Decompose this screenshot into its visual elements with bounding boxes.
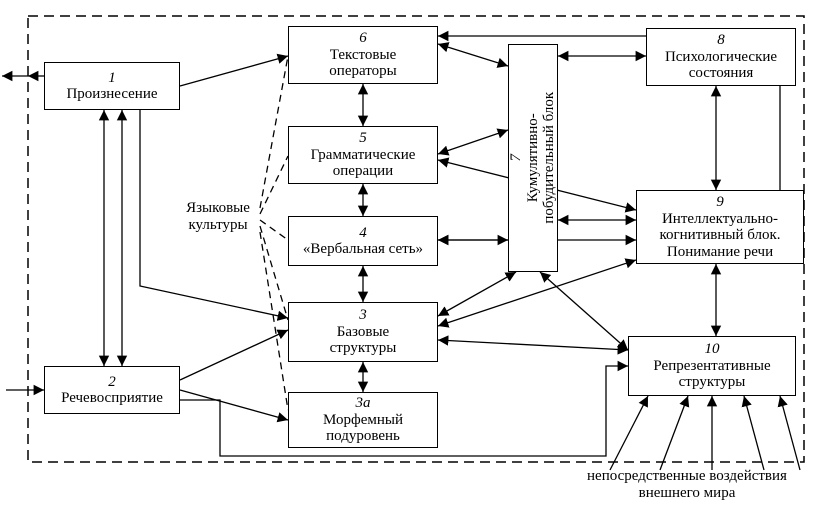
node-text-n3: Базовыеструктуры: [330, 324, 397, 357]
node-num-n2: 2: [108, 374, 116, 391]
node-n4: 4«Вербальная сеть»: [288, 216, 438, 266]
node-n3a: 3аМорфемныйподуровень: [288, 392, 438, 448]
label-ext_world: непосредственные воздействиявнешнего мир…: [552, 468, 822, 501]
node-num-n5: 5: [359, 130, 367, 147]
node-n2: 2Речевосприятие: [44, 366, 180, 414]
node-text-n4: «Вербальная сеть»: [303, 241, 423, 258]
node-text-n3a: Морфемныйподуровень: [323, 412, 403, 445]
node-n5: 5Грамматическиеоперации: [288, 126, 438, 184]
node-text-n6: Текстовыеоператоры: [329, 47, 396, 80]
node-num-n3: 3: [359, 307, 367, 324]
diagram-stage: 1Произнесение 2Речевосприятие 3Базовыестру…: [0, 0, 822, 509]
node-num-n8: 8: [717, 32, 725, 49]
edge-29: [540, 272, 628, 350]
node-n8: 8Психологическиесостояния: [646, 28, 796, 86]
edge-17: [438, 44, 508, 66]
edge-31: [660, 396, 688, 470]
edge-18: [438, 130, 508, 154]
node-n1: 1Произнесение: [44, 62, 180, 110]
node-num-n7: 7: [508, 154, 525, 162]
edge-33: [744, 396, 764, 470]
node-text-n8: Психологическиесостояния: [665, 49, 777, 82]
node-text-n5: Грамматическиеоперации: [311, 147, 416, 180]
edge-15: [260, 226, 288, 320]
node-text-n9: Интеллектуально-когнитивный блок.Пониман…: [659, 211, 780, 261]
node-num-n10: 10: [705, 341, 720, 358]
node-num-n3a: 3а: [356, 395, 371, 412]
node-num-n1: 1: [108, 70, 116, 87]
edge-34: [780, 396, 800, 470]
edge-16: [260, 232, 288, 410]
node-num-n9: 9: [716, 194, 724, 211]
edge-1: [180, 390, 288, 420]
node-num-n6: 6: [359, 30, 367, 47]
node-n6: 6Текстовыеоператоры: [288, 26, 438, 84]
edge-0: [180, 56, 288, 86]
edge-30: [610, 396, 648, 470]
node-text-n1: Произнесение: [66, 86, 157, 103]
node-text-n2: Речевосприятие: [61, 390, 163, 407]
node-n9: 9Интеллектуально-когнитивный блок.Понима…: [636, 190, 804, 264]
edge-12: [260, 56, 288, 208]
edge-2: [180, 330, 288, 380]
node-n10: 10Репрезентативныеструктуры: [628, 336, 796, 396]
node-n3: 3Базовыеструктуры: [288, 302, 438, 362]
node-text-n10: Репрезентативныеструктуры: [653, 358, 770, 391]
edge-20: [438, 272, 516, 316]
node-n7: 7Кумулятивно-побудительный блок: [508, 44, 558, 272]
node-num-n4: 4: [359, 225, 367, 242]
label-lang_cult: Языковыекультуры: [168, 200, 268, 233]
node-text-n7: Кумулятивно-побудительный блок: [525, 92, 558, 224]
edge-24: [438, 340, 628, 350]
